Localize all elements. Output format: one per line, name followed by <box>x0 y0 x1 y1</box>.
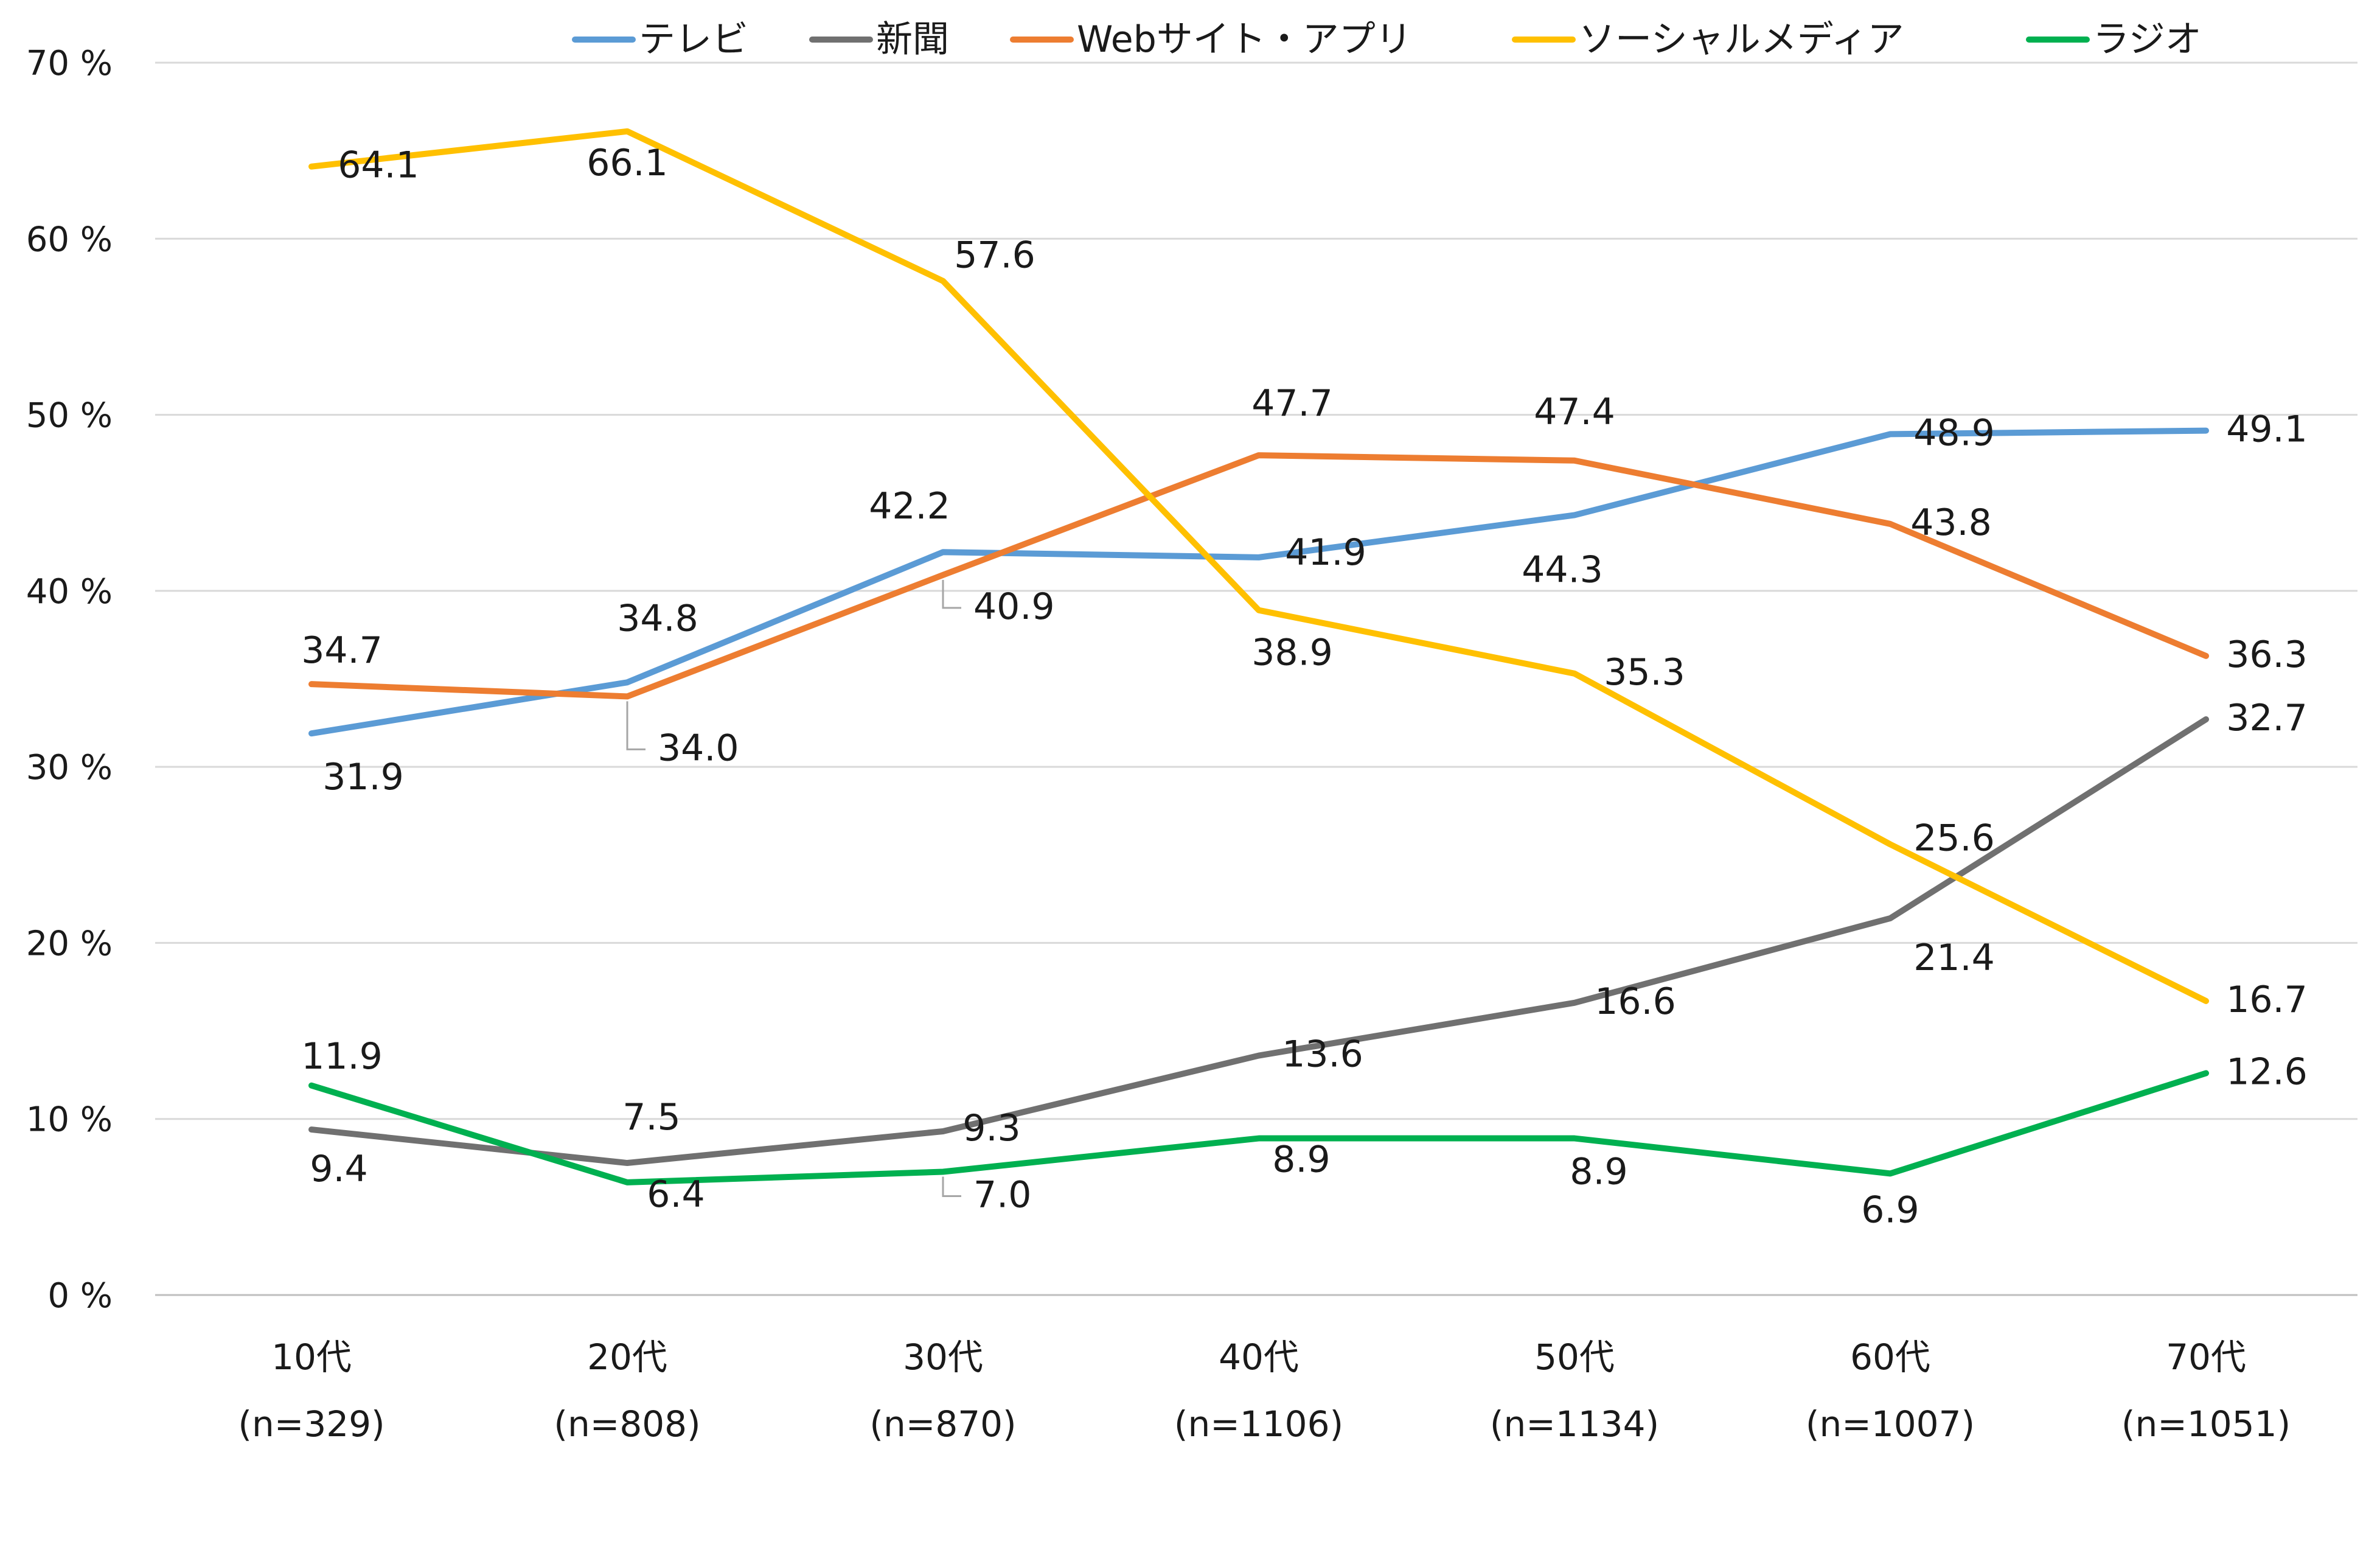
y-tick-label: 10 % <box>26 1100 113 1140</box>
data-label: 38.9 <box>1251 632 1333 674</box>
legend-entry-label: Webサイト・アプリ <box>1077 18 1412 61</box>
x-category-label: 40代 <box>1219 1336 1299 1378</box>
x-category-label: 70代 <box>2166 1336 2246 1378</box>
y-tick-label: 40 % <box>26 572 113 612</box>
x-category-label: 50代 <box>1534 1336 1615 1378</box>
data-label: 11.9 <box>301 1035 383 1078</box>
label-leader-line <box>942 579 961 609</box>
y-tick-label: 0 % <box>47 1276 113 1316</box>
legend-entry-label: ソーシャルメディア <box>1579 18 1904 61</box>
data-label: 34.7 <box>301 629 383 672</box>
legend-entry-label: ラジオ <box>2093 18 2202 61</box>
y-tick-label: 50 % <box>26 396 113 436</box>
label-leader-line <box>626 701 645 750</box>
x-axis-category-labels: 10代 (n=329) 20代 (n=808) 30代 (n=870) 40代 (n=1106… <box>238 1336 2291 1445</box>
data-label: 64.1 <box>338 144 419 187</box>
x-category-label: 10代 <box>271 1336 352 1378</box>
data-label: 43.8 <box>1910 501 1992 544</box>
data-label: 34.8 <box>617 597 698 640</box>
y-tick-label: 30 % <box>26 748 113 787</box>
data-label: 16.7 <box>2226 979 2308 1021</box>
data-label: 32.7 <box>2226 697 2308 739</box>
data-label: 40.9 <box>973 585 1055 628</box>
x-sample-size-label: (n=1051) <box>2121 1403 2291 1445</box>
data-label: 13.6 <box>1282 1033 1363 1076</box>
gridlines <box>155 61 2357 1296</box>
data-label: 41.9 <box>1285 531 1366 574</box>
data-label: 9.4 <box>310 1148 367 1190</box>
x-category-label: 60代 <box>1850 1336 1930 1378</box>
series-lines <box>308 128 2209 1185</box>
data-label: 47.4 <box>1534 391 1615 433</box>
data-label: 49.1 <box>2226 408 2308 451</box>
x-sample-size-label: (n=808) <box>554 1403 700 1445</box>
series-line-1 <box>308 716 2209 1167</box>
series-line-4 <box>308 1070 2209 1185</box>
data-label: 12.6 <box>2226 1051 2308 1094</box>
label-leader-line <box>942 1176 961 1197</box>
x-sample-size-label: (n=1007) <box>1806 1403 1975 1445</box>
data-labels: 31.9 34.8 42.2 41.9 44.3 48.9 49.1 9.4 7.5 9.3 13.… <box>301 142 2308 1232</box>
y-tick-label: 60 % <box>26 220 113 259</box>
legend-entry-label: テレビ <box>639 18 748 61</box>
series-line-3 <box>308 128 2209 1004</box>
x-category-label: 20代 <box>587 1336 667 1378</box>
data-label: 21.4 <box>1913 937 1995 979</box>
x-sample-size-label: (n=329) <box>238 1403 384 1445</box>
legend: テレビ 新聞 Webサイト・アプリ ソーシャルメディア ラジオ <box>572 18 2202 61</box>
series-line-0 <box>308 427 2209 737</box>
data-label: 25.6 <box>1913 817 1995 859</box>
data-label: 34.0 <box>658 727 739 769</box>
data-label: 35.3 <box>1604 651 1685 694</box>
y-tick-label: 20 % <box>26 924 113 963</box>
x-sample-size-label: (n=1106) <box>1174 1403 1343 1445</box>
x-sample-size-label: (n=870) <box>869 1403 1016 1445</box>
x-category-label: 30代 <box>903 1336 983 1378</box>
x-sample-size-label: (n=1134) <box>1490 1403 1659 1445</box>
data-label: 47.7 <box>1251 382 1333 425</box>
data-label: 7.5 <box>622 1096 680 1139</box>
data-label: 57.6 <box>954 234 1035 277</box>
data-label: 48.9 <box>1913 411 1995 454</box>
data-label: 16.6 <box>1595 980 1676 1023</box>
y-axis-tick-labels: 0 % 10 % 20 % 30 % 40 % 50 % 60 % 70 % <box>26 44 113 1316</box>
data-label: 8.9 <box>1272 1139 1330 1181</box>
series-line-2 <box>308 452 2209 700</box>
legend-entry-label: 新聞 <box>876 18 949 61</box>
data-label: 8.9 <box>1570 1151 1627 1193</box>
data-label: 66.1 <box>586 142 668 184</box>
data-label: 6.4 <box>647 1173 705 1216</box>
data-label: 44.3 <box>1522 548 1603 591</box>
data-label: 9.3 <box>962 1107 1020 1150</box>
data-label: 6.9 <box>1861 1189 1919 1231</box>
data-label: 42.2 <box>869 485 950 528</box>
data-label: 36.3 <box>2226 634 2308 676</box>
data-label: 7.0 <box>973 1174 1031 1217</box>
data-label: 31.9 <box>322 756 404 798</box>
label-leader-lines <box>626 579 961 1197</box>
y-tick-label: 70 % <box>26 44 113 83</box>
